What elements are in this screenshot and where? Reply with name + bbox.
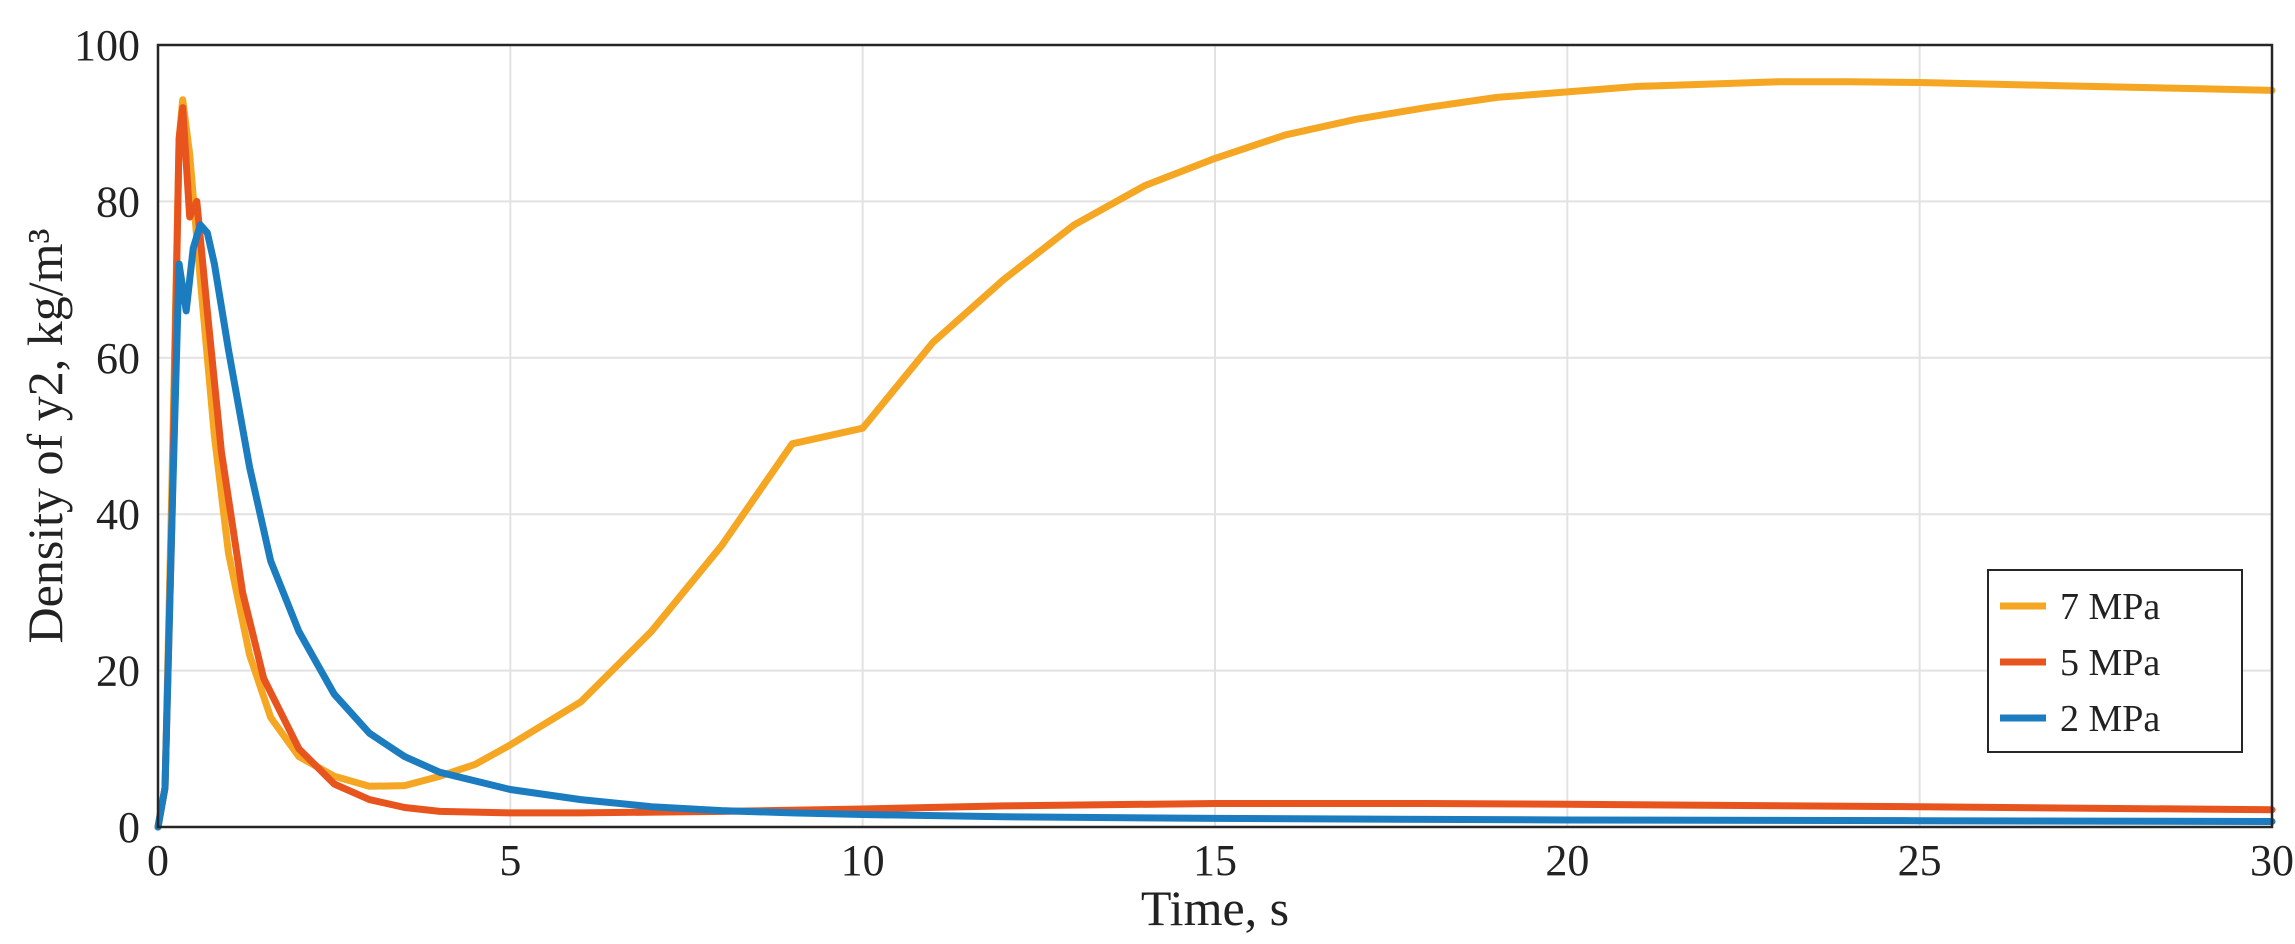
y-tick-labels: 0 20 40 60 80 100: [74, 21, 140, 852]
legend-label: 7 MPa: [2060, 586, 2160, 628]
x-tick-label: 0: [147, 836, 169, 885]
y-tick-label: 0: [118, 803, 140, 852]
series-line-2-mpa: [154, 221, 2276, 831]
x-tick-labels: 0 5 10 15 20 25 30: [147, 836, 2294, 885]
series-line-5-mpa: [154, 104, 2276, 831]
plot-frame: [156, 43, 2274, 829]
y-tick-label: 40: [96, 490, 140, 539]
y-tick-label: 80: [96, 177, 140, 226]
grid: [158, 45, 2272, 827]
x-tick-label: 5: [499, 836, 521, 885]
y-tick-label: 20: [96, 647, 140, 696]
series-line-7-mpa: [154, 78, 2276, 831]
y-axis-label: Density of y2, kg/m³: [17, 229, 73, 644]
x-tick-label: 10: [841, 836, 885, 885]
legend-label: 2 MPa: [2060, 698, 2160, 740]
x-tick-label: 30: [2250, 836, 2294, 885]
x-axis-label: Time, s: [1141, 880, 1289, 936]
series-layer: [154, 78, 2276, 831]
x-tick-label: 20: [1545, 836, 1589, 885]
legend: 7 MPa 5 MPa 2 MPa: [1987, 569, 2243, 753]
y-tick-label: 100: [74, 21, 140, 70]
y-tick-label: 60: [96, 334, 140, 383]
x-tick-label: 25: [1898, 836, 1942, 885]
legend-label: 5 MPa: [2060, 642, 2160, 684]
x-tick-label: 15: [1193, 836, 1237, 885]
